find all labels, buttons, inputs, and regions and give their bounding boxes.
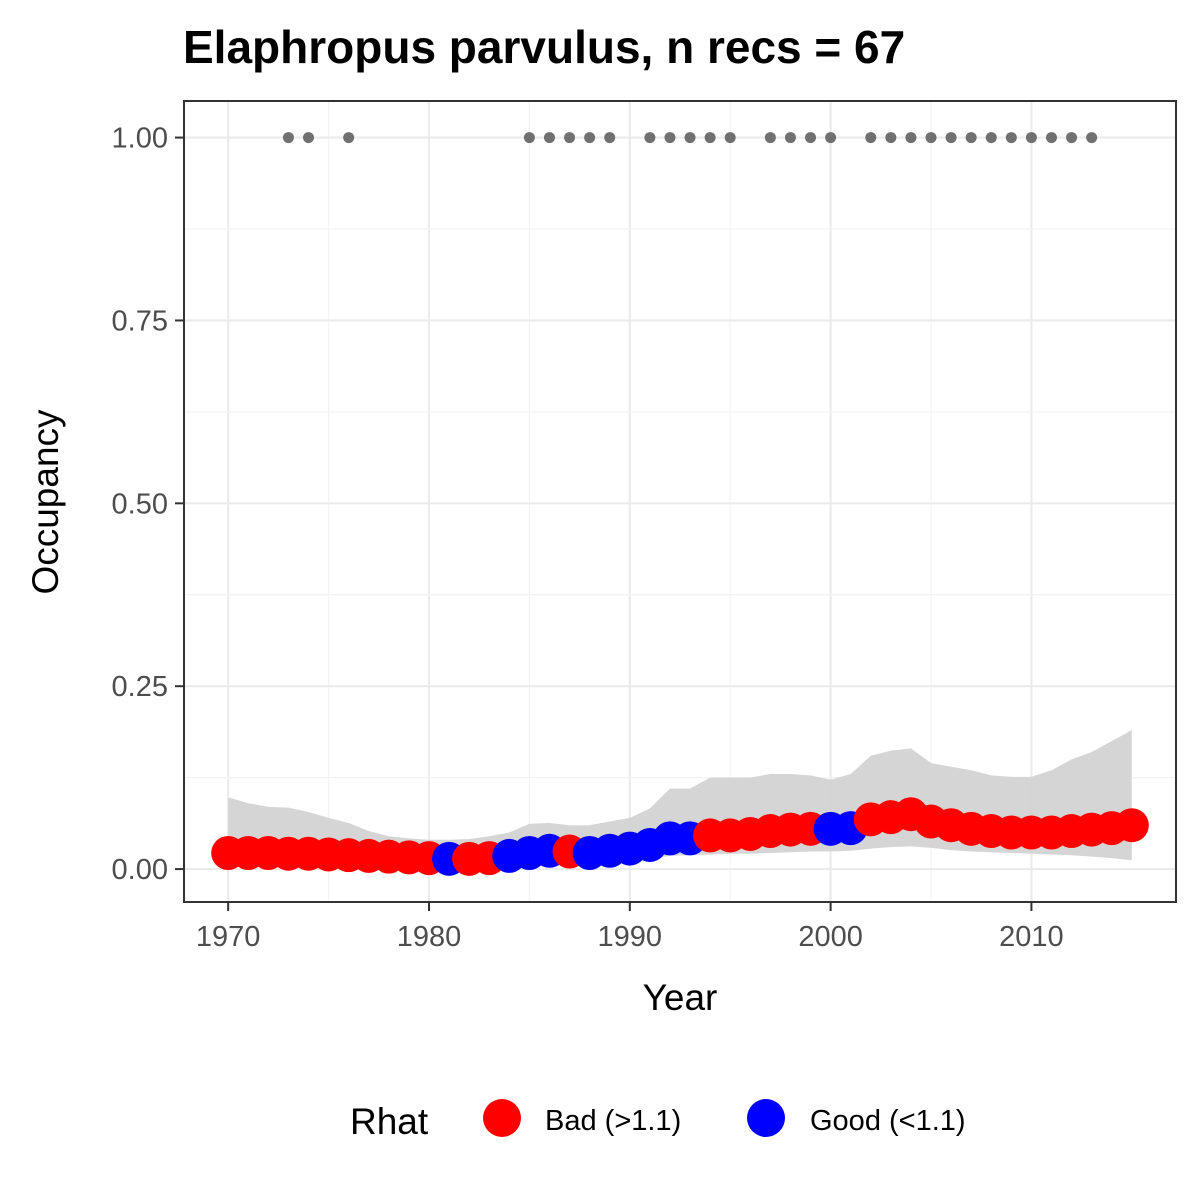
x-tick-label: 1970 <box>196 921 261 953</box>
x-tick-label: 1980 <box>397 921 462 953</box>
record-point <box>945 132 957 144</box>
record-point <box>724 132 736 144</box>
y-axis: 0.00 0.25 0.50 0.75 1.00 <box>112 123 184 886</box>
y-tick-label: 1.00 <box>112 123 168 155</box>
record-point <box>1005 132 1017 144</box>
occupancy-point <box>1114 808 1149 843</box>
record-point <box>905 132 917 144</box>
x-axis-title: Year <box>643 977 718 1018</box>
y-tick-label: 0.25 <box>112 671 168 703</box>
record-point <box>805 132 817 144</box>
record-point <box>704 132 716 144</box>
record-point <box>1025 132 1037 144</box>
x-tick-label: 2010 <box>999 921 1064 953</box>
legend-key <box>747 1099 785 1137</box>
record-point <box>985 132 997 144</box>
record-point <box>1086 132 1098 144</box>
record-point <box>282 132 294 144</box>
y-tick-label: 0.75 <box>112 305 168 337</box>
record-point <box>604 132 616 144</box>
record-point <box>885 132 897 144</box>
record-point <box>644 132 656 144</box>
plot-panel <box>184 101 1176 902</box>
x-tick-label: 1990 <box>598 921 663 953</box>
x-axis: 1970 1980 1990 2000 2010 <box>196 902 1064 953</box>
legend-label: Good (<1.1) <box>810 1105 966 1137</box>
x-tick-label: 2000 <box>798 921 863 953</box>
record-point <box>965 132 977 144</box>
chart-title: Elaphropus parvulus, n recs = 67 <box>183 21 905 73</box>
record-point <box>865 132 877 144</box>
record-point <box>764 132 776 144</box>
ribbon-area <box>228 730 1132 867</box>
record-point <box>925 132 937 144</box>
record-point <box>343 132 355 144</box>
record-point <box>1066 132 1078 144</box>
y-axis-title: Occupancy <box>25 409 66 595</box>
plot-border <box>183 100 1177 903</box>
record-point <box>664 132 676 144</box>
record-point <box>523 132 535 144</box>
confidence-ribbon <box>228 730 1132 867</box>
record-point <box>1045 132 1057 144</box>
occupancy-points <box>211 797 1149 876</box>
legend-title: Rhat <box>350 1101 429 1142</box>
record-point <box>543 132 555 144</box>
record-point <box>825 132 837 144</box>
record-markers <box>282 132 1098 144</box>
record-point <box>564 132 576 144</box>
record-point <box>303 132 315 144</box>
record-point <box>684 132 696 144</box>
record-point <box>784 132 796 144</box>
legend: Rhat Bad (>1.1) Good (<1.1) <box>350 1099 966 1142</box>
y-tick-label: 0.00 <box>112 854 168 886</box>
record-point <box>584 132 596 144</box>
legend-key <box>483 1099 521 1137</box>
legend-entries: Bad (>1.1) Good (<1.1) <box>483 1099 966 1137</box>
y-tick-label: 0.50 <box>112 488 168 520</box>
legend-label: Bad (>1.1) <box>545 1105 681 1137</box>
